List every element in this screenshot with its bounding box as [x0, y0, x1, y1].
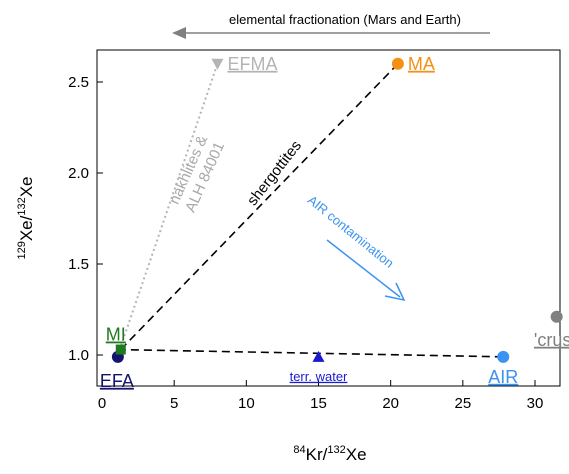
point-label-efma: EFMA [227, 54, 277, 74]
point-labels: EFA MI MA EFMA terr. water AIR 'crush [100, 54, 569, 391]
series-lines [116, 63, 504, 358]
point-terr-water [312, 350, 325, 362]
nakhlites-line [116, 63, 219, 356]
y-axis-title-main: Xe/ [17, 215, 36, 241]
y-tick-label: 1.5 [68, 256, 89, 273]
x-axis-title-sup2: 132 [327, 444, 345, 456]
point-label-crush: 'crush [534, 330, 569, 350]
point-label-mi: MI [106, 325, 126, 345]
y-tick-label: 2.5 [68, 74, 89, 91]
shergottites-label: shergottites [244, 137, 305, 209]
x-axis-title-sup: 84 [293, 444, 305, 456]
y-tick-label: 1.0 [68, 347, 89, 364]
x-axis-title: 84Kr/132Xe [293, 444, 366, 464]
axis-ticks: 0 5 10 15 20 25 30 1.0 1.5 2.0 2.5 [68, 74, 543, 412]
x-axis-title-tail: Xe [346, 445, 367, 464]
dashed-series-line [117, 348, 504, 358]
air-contamination-arrow-head [384, 282, 406, 302]
x-tick-label: 15 [310, 395, 327, 412]
point-label-ma: MA [408, 54, 435, 74]
y-tick-label: 2.0 [68, 165, 89, 182]
data-points [111, 57, 563, 363]
point-mi [115, 344, 126, 355]
x-tick-label: 5 [170, 395, 178, 412]
dashed-series-line [120, 63, 399, 351]
x-tick-label: 10 [238, 395, 255, 412]
point-label-terr-water: terr. water [290, 369, 348, 384]
point-efma [211, 58, 224, 70]
x-tick-label: 30 [527, 395, 544, 412]
y-axis-title: 129Xe/132Xe [16, 176, 36, 259]
x-axis-title-main: Kr/ [306, 445, 328, 464]
y-axis-title-sup2: 132 [16, 197, 28, 215]
nakhlites-label: nakhlites & ALH 84001 [166, 133, 228, 215]
air-contamination-arrow-shaft [326, 239, 401, 298]
x-tick-label: 25 [454, 395, 471, 412]
y-axis-title-tail: Xe [17, 176, 36, 197]
y-axis-title-sup: 129 [16, 241, 28, 259]
point-label-air: AIR [488, 367, 518, 387]
point-ma [391, 57, 404, 70]
point-label-efa: EFA [100, 371, 134, 391]
point-air [497, 350, 510, 363]
plot-frame [96, 49, 561, 387]
fractionation-arrow [172, 27, 490, 39]
x-tick-label: 0 [98, 395, 106, 412]
point-crush [550, 310, 563, 323]
fractionation-label: elemental fractionation (Mars and Earth) [229, 12, 461, 27]
air-contamination-annotation: AIR contamination [305, 192, 406, 302]
x-tick-label: 20 [382, 395, 399, 412]
